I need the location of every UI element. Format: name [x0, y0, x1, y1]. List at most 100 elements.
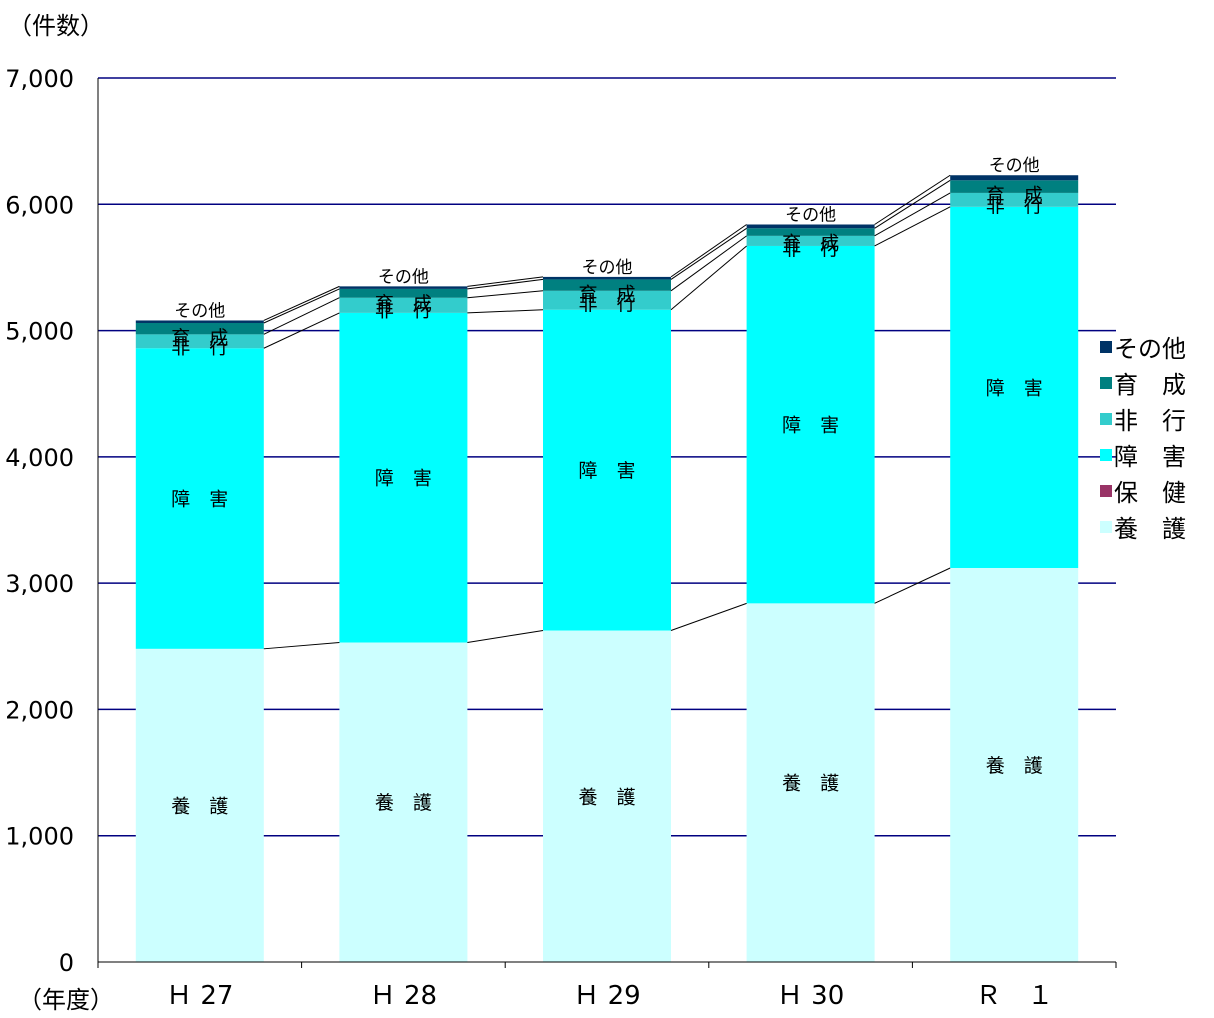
- x-unit-label: （年度）: [18, 986, 114, 1014]
- segment-label: 養 護: [782, 773, 839, 795]
- bar-segment: [543, 279, 671, 291]
- bar-segment: [543, 309, 671, 631]
- segment-label: 育 成: [986, 184, 1043, 206]
- segment-label: 養 護: [986, 755, 1043, 777]
- legend-swatch: [1100, 341, 1112, 353]
- bar-segment: [543, 290, 671, 310]
- segment-label: 障 害: [578, 460, 635, 482]
- bar-segment: [950, 180, 1079, 193]
- bar-segment: [950, 192, 1079, 207]
- bar-segment: [135, 648, 264, 962]
- segment-label: その他: [989, 156, 1040, 176]
- legend-label: 育 成: [1114, 371, 1186, 399]
- bar-segment: [339, 297, 468, 313]
- connector-line: [670, 235, 747, 292]
- connector-line: [874, 206, 951, 247]
- segment-label: 非 行: [578, 293, 635, 315]
- segment-label: その他: [785, 205, 836, 225]
- segment-label: 育 成: [375, 293, 432, 315]
- legend-swatch: [1100, 413, 1112, 425]
- legend-swatch: [1100, 449, 1112, 461]
- bar-segment: [746, 603, 875, 962]
- bars: [135, 175, 1079, 962]
- legend-label: 障 害: [1114, 443, 1186, 471]
- y-tick-label: 7,000: [5, 65, 74, 93]
- bar-segment: [543, 630, 671, 962]
- segment-label: 育 成: [782, 232, 839, 254]
- connector-line: [874, 179, 951, 229]
- segment-label: 養 護: [375, 792, 432, 814]
- segment-label: 育 成: [578, 283, 635, 305]
- connector-line: [874, 174, 951, 225]
- connector-line: [263, 312, 340, 349]
- x-tick-label: Ｒ １: [975, 981, 1053, 1011]
- segment-label: 障 害: [171, 489, 228, 511]
- connector-line: [670, 224, 747, 278]
- bar-segment: [543, 276, 671, 280]
- connector-line: [467, 278, 544, 290]
- legend-label: 養 護: [1114, 515, 1186, 543]
- segment-label: 非 行: [782, 238, 839, 260]
- bar-segment: [135, 320, 264, 323]
- connector-line: [263, 288, 340, 324]
- legend-swatch: [1100, 485, 1112, 497]
- legend-swatch: [1100, 377, 1112, 389]
- segment-label: 養 護: [171, 795, 228, 817]
- legend-swatch: [1100, 521, 1112, 533]
- y-tick-label: 6,000: [5, 191, 74, 219]
- legend-label: その他: [1114, 335, 1186, 363]
- bar-segment: [339, 312, 468, 643]
- bar-segment: [746, 235, 875, 246]
- y-tick-label: 3,000: [5, 570, 74, 598]
- y-tick-labels: 0 1,000 2,000 3,000 4,000 5,000 6,000 7,000: [5, 65, 74, 977]
- bar-segment: [135, 334, 264, 349]
- connector-line: [263, 285, 340, 321]
- bar-segment: [950, 206, 1079, 568]
- connector-line: [670, 245, 747, 311]
- x-tick-label: Ｈ 27: [166, 981, 233, 1011]
- bar-segment: [746, 245, 875, 604]
- bar-segment: [746, 228, 875, 236]
- connector-line: [670, 602, 747, 631]
- segment-label: 養 護: [578, 786, 635, 808]
- legend-label: 非 行: [1114, 407, 1186, 435]
- bar-segment: [339, 642, 468, 962]
- connector-line: [263, 641, 340, 650]
- y-tick-label: 0: [59, 949, 74, 977]
- legend-label: 保 健: [1114, 479, 1186, 507]
- x-tick-label: Ｈ 28: [370, 981, 437, 1011]
- segment-label: 非 行: [375, 300, 432, 322]
- segment-label: 障 害: [986, 377, 1043, 399]
- connector-line: [467, 309, 544, 314]
- axes: [97, 78, 1117, 968]
- x-tick-label: Ｈ 30: [777, 981, 844, 1011]
- segment-label: その他: [378, 267, 429, 287]
- connector-line: [874, 567, 951, 604]
- segment-label: その他: [174, 301, 225, 321]
- bar-segment: [135, 322, 264, 335]
- connector-line: [467, 276, 544, 287]
- connector-lines: [263, 174, 951, 650]
- y-tick-label: 1,000: [5, 823, 74, 851]
- segment-label: 障 害: [782, 415, 839, 437]
- connector-line: [263, 297, 340, 335]
- segment-label: 非 行: [171, 336, 228, 358]
- segment-label: 育 成: [171, 327, 228, 349]
- bar-segment: [746, 224, 875, 229]
- bar-segment: [135, 348, 264, 649]
- segment-label: 非 行: [986, 195, 1043, 217]
- segment-label: その他: [582, 258, 633, 278]
- connector-line: [467, 290, 544, 299]
- bar-segment: [339, 286, 468, 289]
- bar-segment: [339, 288, 468, 298]
- connector-line: [670, 227, 747, 280]
- connector-line: [467, 630, 544, 643]
- segment-label: 障 害: [375, 468, 432, 490]
- x-tick-labels: Ｈ 27 Ｈ 28 Ｈ 29 Ｈ 30 Ｒ １: [166, 981, 1053, 1011]
- y-unit-label: （件数）: [8, 12, 104, 40]
- bar-segment: [950, 567, 1079, 962]
- connector-line: [874, 192, 951, 237]
